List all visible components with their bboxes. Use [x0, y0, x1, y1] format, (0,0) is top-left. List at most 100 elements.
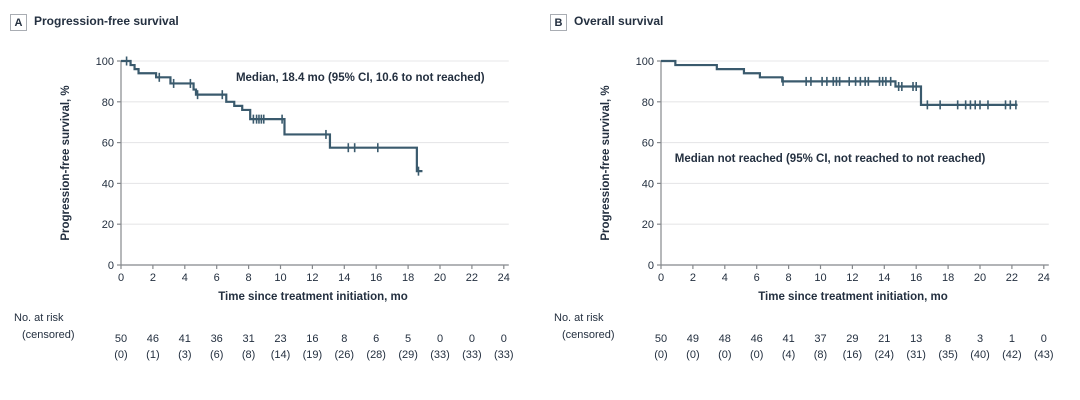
censored-value: (3) [178, 349, 191, 361]
at-risk-value: 31 [242, 333, 254, 345]
x-tick-label: 4 [182, 272, 188, 284]
at-risk-value: 48 [719, 333, 731, 345]
x-tick-label: 20 [434, 272, 446, 284]
y-tick-label: 60 [642, 138, 654, 150]
censored-value: (8) [242, 349, 255, 361]
at-risk-value: 0 [1041, 333, 1047, 345]
panel-title: Overall survival [574, 14, 664, 28]
at-risk-value: 46 [147, 333, 159, 345]
x-tick-label: 6 [754, 272, 760, 284]
y-axis-label: Progression-free survival, % [60, 85, 72, 241]
censored-value: (42) [1002, 349, 1022, 361]
x-tick-label: 4 [722, 272, 728, 284]
x-tick-label: 0 [118, 272, 124, 284]
y-tick-label: 80 [102, 97, 114, 109]
censored-value: (33) [462, 349, 482, 361]
censored-value: (8) [814, 349, 827, 361]
at-risk-value: 29 [846, 333, 858, 345]
censored-value: (26) [335, 349, 355, 361]
x-tick-label: 16 [370, 272, 382, 284]
censored-value: (31) [906, 349, 926, 361]
no-at-risk-label: No. at risk [14, 312, 64, 324]
x-tick-label: 22 [1006, 272, 1018, 284]
at-risk-value: 1 [1009, 333, 1015, 345]
censored-value: (0) [654, 349, 667, 361]
at-risk-value: 21 [878, 333, 890, 345]
x-tick-label: 10 [814, 272, 826, 284]
censored-value: (19) [303, 349, 323, 361]
censored-value: (14) [271, 349, 291, 361]
x-tick-label: 12 [306, 272, 318, 284]
censored-value: (0) [718, 349, 731, 361]
at-risk-value: 41 [179, 333, 191, 345]
x-tick-label: 14 [338, 272, 350, 284]
censored-value: (35) [938, 349, 958, 361]
censored-value: (40) [970, 349, 990, 361]
x-tick-label: 20 [974, 272, 986, 284]
at-risk-value: 8 [341, 333, 347, 345]
censored-value: (43) [1034, 349, 1054, 361]
x-tick-label: 8 [246, 272, 252, 284]
censored-value: (0) [750, 349, 763, 361]
censored-value: (0) [686, 349, 699, 361]
at-risk-value: 8 [945, 333, 951, 345]
at-risk-value: 6 [373, 333, 379, 345]
y-tick-label: 100 [96, 56, 114, 68]
panel-letter: A [14, 16, 23, 29]
y-axis-label: Progression-free survival, % [600, 85, 612, 241]
censored-value: (28) [366, 349, 386, 361]
at-risk-value: 50 [655, 333, 667, 345]
at-risk-value: 16 [306, 333, 318, 345]
x-tick-label: 12 [846, 272, 858, 284]
at-risk-value: 5 [405, 333, 411, 345]
at-risk-value: 49 [687, 333, 699, 345]
censored-value: (1) [146, 349, 159, 361]
censored-value: (16) [843, 349, 863, 361]
censored-label: (censored) [562, 329, 615, 341]
at-risk-value: 46 [751, 333, 763, 345]
censored-value: (6) [210, 349, 223, 361]
censored-value: (4) [782, 349, 795, 361]
y-tick-label: 0 [648, 260, 654, 272]
x-tick-label: 6 [214, 272, 220, 284]
at-risk-value: 0 [501, 333, 507, 345]
at-risk-value: 36 [211, 333, 223, 345]
x-tick-label: 2 [150, 272, 156, 284]
panel-letter-box: A [10, 14, 27, 31]
x-tick-label: 18 [402, 272, 414, 284]
censored-value: (24) [875, 349, 895, 361]
x-tick-label: 24 [1038, 272, 1050, 284]
y-tick-label: 20 [642, 219, 654, 231]
y-tick-label: 40 [642, 178, 654, 190]
x-tick-label: 10 [274, 272, 286, 284]
y-tick-label: 60 [102, 138, 114, 150]
panel-letter-box: B [550, 14, 567, 31]
y-tick-label: 0 [108, 260, 114, 272]
censored-value: (33) [430, 349, 450, 361]
x-tick-label: 24 [498, 272, 510, 284]
x-tick-label: 18 [942, 272, 954, 284]
censored-value: (0) [114, 349, 127, 361]
x-tick-label: 0 [658, 272, 664, 284]
at-risk-value: 0 [437, 333, 443, 345]
median-annotation: Median, 18.4 mo (95% CI, 10.6 to not rea… [235, 72, 485, 85]
at-risk-value: 0 [469, 333, 475, 345]
x-axis-label: Time since treatment initiation, mo [758, 291, 948, 303]
y-tick-label: 20 [102, 219, 114, 231]
at-risk-value: 23 [274, 333, 286, 345]
km-plot-b: 020406080100050(0)249(0)448(0)646(0)841(… [636, 56, 1054, 361]
x-tick-label: 22 [466, 272, 478, 284]
censored-label: (censored) [22, 329, 75, 341]
y-tick-label: 40 [102, 178, 114, 190]
y-tick-label: 80 [642, 97, 654, 109]
median-annotation: Median not reached (95% CI, not reached … [674, 153, 986, 166]
panel-letter: B [554, 16, 563, 29]
x-tick-label: 2 [690, 272, 696, 284]
x-tick-label: 14 [878, 272, 890, 284]
at-risk-value: 3 [977, 333, 983, 345]
y-tick-label: 100 [636, 56, 654, 68]
km-curve [121, 59, 423, 173]
km-curve [661, 59, 1018, 106]
x-axis-label: Time since treatment initiation, mo [218, 291, 408, 303]
